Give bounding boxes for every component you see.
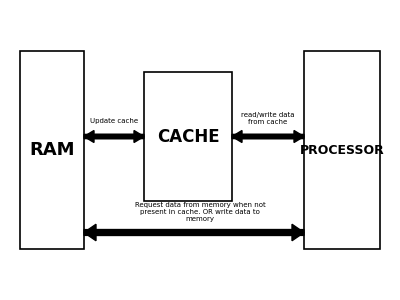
Text: read/write data
from cache: read/write data from cache [241, 112, 295, 124]
FancyArrow shape [232, 130, 304, 142]
Text: Update cache: Update cache [90, 118, 138, 124]
FancyArrow shape [84, 130, 144, 142]
Text: CACHE: CACHE [157, 128, 219, 146]
FancyArrow shape [232, 130, 304, 142]
Bar [304, 51, 380, 249]
FancyArrow shape [84, 224, 304, 241]
Text: PROCESSOR: PROCESSOR [300, 143, 384, 157]
Bar [20, 51, 84, 249]
Text: RAM: RAM [29, 141, 75, 159]
Text: Request data from memory when not
present in cache. OR write data to
memory: Request data from memory when not presen… [135, 202, 265, 222]
Bar [144, 72, 232, 201]
FancyArrow shape [84, 130, 144, 142]
FancyArrow shape [84, 224, 304, 241]
